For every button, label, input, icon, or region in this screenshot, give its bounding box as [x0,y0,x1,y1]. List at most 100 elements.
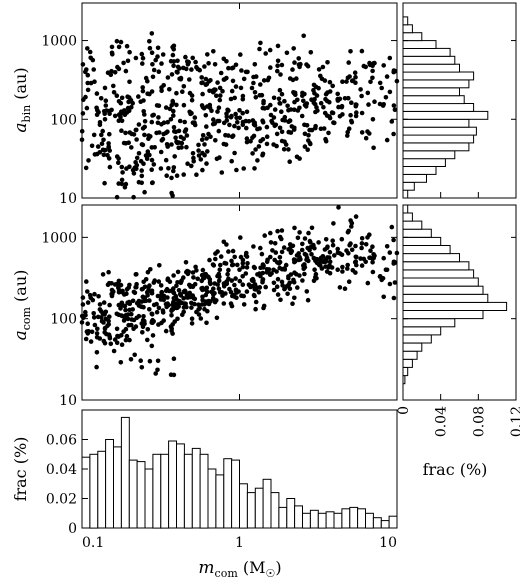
scatter-point [292,295,297,301]
hist-bar [402,40,437,49]
scatter-point [175,140,180,146]
scatter-point [109,44,115,50]
scatter-point [363,135,369,141]
scatter-point [260,280,265,285]
hist-bar [402,150,456,160]
scatter-point [139,365,145,370]
scatter-point [200,150,205,156]
scatter-point [95,108,100,113]
scatter-point [187,77,192,82]
ylabel-acom: acom (au) [11,270,33,341]
scatter-point [325,90,330,95]
scatter-point [202,64,207,69]
hist-bar [402,118,470,128]
hist-bar [136,461,146,529]
scatter-point [391,131,396,137]
scatter-point [121,60,126,66]
scatter-point [238,85,244,91]
scatter-point [316,262,322,268]
scatter-point [134,137,139,142]
scatter-point [264,270,270,275]
scatter-point [147,45,153,51]
hist-bar [402,310,484,320]
scatter-point [99,141,105,146]
hist-bar [402,342,423,352]
scatter-point [120,170,125,175]
scatter-point [283,142,289,147]
scatter-point [221,239,227,245]
scatter-point [311,255,317,261]
scatter-point [95,314,101,320]
scatter-point [190,151,196,156]
scatter-point [248,139,253,144]
scatter-point [109,287,115,293]
scatter-point [146,285,151,290]
scatter-point [296,257,302,263]
scatter-point [171,165,177,170]
scatter-point [187,90,193,96]
scatter-point [212,62,218,67]
scatter-point [174,283,179,289]
scatter-point [199,80,204,86]
scatter-point [383,267,389,273]
scatter-point [195,276,200,282]
scatter-point [240,282,246,288]
scatter-point [219,170,225,175]
scatter-point [353,74,358,80]
scatter-point [345,75,351,81]
scatter-point [243,271,249,276]
scatter-point [171,113,176,118]
scatter-point [94,331,100,336]
scatter-point [139,321,144,326]
hist-bar [402,375,406,385]
scatter-point [216,286,222,292]
scatter-point [239,68,244,73]
scatter-point [268,254,273,260]
scatter-point [252,62,258,67]
scatter-point [139,51,145,57]
scatter-point [307,247,312,253]
scatter-point [290,243,296,249]
scatter-point [81,315,86,321]
scatter-point [169,313,174,318]
scatter-point [345,230,351,235]
scatter-point [327,99,332,105]
scatter-point [255,126,260,132]
scatter-point [240,96,246,102]
scatter-point [327,255,332,260]
scatter-point [114,281,120,287]
scatter-point [229,158,234,164]
scatter-point [348,49,353,54]
scatter-point [170,193,175,198]
scatter-point [285,103,290,109]
scatter-point [345,266,350,271]
scatter-point [94,112,100,117]
hist-bar [349,506,359,529]
scatter-point [282,98,287,104]
hist-bar [402,134,475,144]
scatter-point [199,75,204,80]
scatter-point [146,133,151,138]
scatter-point [182,301,187,306]
scatter-point [178,77,184,82]
scatter-point [337,251,343,256]
y-tick-label: 0.04 [46,462,77,478]
hist-bar [402,47,451,57]
scatter-point [166,166,171,171]
scatter-point [287,286,293,292]
hist-bar [357,508,367,529]
scatter-point [171,372,177,378]
y-tick-label: 1000 [41,230,77,246]
scatter-point [160,310,166,315]
scatter-point [124,286,130,292]
scatter-point [107,302,112,308]
scatter-point [200,133,206,138]
scatter-point [332,253,337,258]
scatter-point [106,269,111,275]
scatter-point [256,290,262,295]
scatter-point [131,326,136,332]
scatter-point [196,148,201,153]
scatter-point [329,110,335,115]
scatter-point [234,115,239,120]
